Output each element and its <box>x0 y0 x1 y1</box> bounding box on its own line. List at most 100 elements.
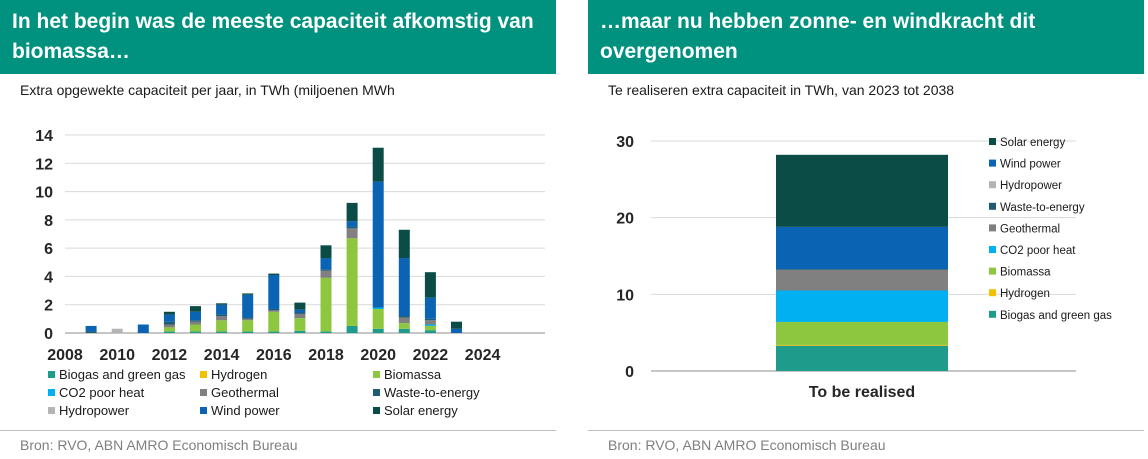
bar-segment-geothermal-2012 <box>163 324 175 328</box>
y-tick-label: 12 <box>35 156 53 173</box>
bar-segment-wind-power-2020 <box>372 181 384 308</box>
y-tick-label: 14 <box>35 128 53 145</box>
legend-label-co2-poor-heat: CO2 poor heat <box>1000 245 1076 257</box>
y-tick-label: 6 <box>44 241 53 258</box>
bar-segment-geothermal-2017 <box>294 313 306 319</box>
bar-segment-hydrogen <box>776 344 948 346</box>
legend-label-solar-energy: Solar energy <box>1000 137 1065 149</box>
y-tick-label: 0 <box>625 364 634 381</box>
legend-swatch-hydrogen <box>989 289 996 297</box>
left-bottom-divider <box>0 430 556 431</box>
bar-segment-waste-to-energy-2012 <box>163 321 175 325</box>
bar-segment-biogas-and-green-gas-2018 <box>320 331 332 333</box>
bar-segment-biogas-and-green-gas-2015 <box>242 331 254 333</box>
right-bottom-divider <box>588 430 1144 431</box>
bar-segment-biomassa-2018 <box>320 277 332 332</box>
legend-label-hydropower: Hydropower <box>59 403 130 418</box>
bar-segment-wind-power-2022 <box>424 297 436 319</box>
legend-label-waste-to-energy: Waste-to-energy <box>1000 202 1085 214</box>
bar-segment-biogas-and-green-gas-2016 <box>268 331 280 333</box>
right-panel: …maar nu hebben zonne- en windkracht dit… <box>588 0 1148 459</box>
bar-segment-solar-energy-2018 <box>320 245 332 259</box>
y-tick-label: 10 <box>35 185 53 202</box>
bar-segment-geothermal-2015 <box>242 318 254 321</box>
bar-segment-geothermal-2021 <box>398 317 410 324</box>
bar-segment-biogas-and-green-gas-2013 <box>190 331 201 333</box>
legend-swatch-biomassa <box>989 267 996 275</box>
bar-segment-hydropower-2010 <box>111 328 123 333</box>
x-tick-label: 2008 <box>47 347 83 364</box>
legend-label-hydrogen: Hydrogen <box>211 367 267 382</box>
bar-segment-biomassa-2017 <box>294 318 306 331</box>
legend-label-geothermal: Geothermal <box>211 385 279 400</box>
bar-segment-biogas-and-green-gas-2019 <box>346 325 358 333</box>
x-category-label: To be realised <box>809 384 915 401</box>
y-tick-label: 20 <box>616 211 634 228</box>
legend-label-hydrogen: Hydrogen <box>1000 288 1050 300</box>
right-stacked-bar-chart: 0 10 20 30 To be realised Solar energy Wind po… <box>616 134 1112 401</box>
legend-label-wind-power: Wind power <box>1000 159 1061 171</box>
legend-swatch-biogas-and-green-gas <box>989 310 996 318</box>
legend-swatch-co2-poor-heat <box>989 246 996 253</box>
bar-segment-waste-to-energy-2013 <box>190 320 201 322</box>
bar-segment-co2-poor-heat-2020 <box>372 307 384 309</box>
bar-segment-biogas-and-green-gas-2021 <box>398 328 410 333</box>
x-tick-label: 2024 <box>465 347 501 364</box>
bar-segment-wind-power-2018 <box>320 258 332 270</box>
bar-segment-waste-to-energy-2009 <box>85 331 97 333</box>
bar-segment-waste-to-energy-2014 <box>216 314 228 317</box>
bar-segment-biomassa-2013 <box>190 324 201 332</box>
x-tick-label: 2022 <box>413 347 449 364</box>
legend-label-biogas-and-green-gas: Biogas and green gas <box>1000 310 1112 322</box>
bar-segment-biomassa-2014 <box>216 320 228 332</box>
bar-segment-biomassa-2020 <box>372 308 384 329</box>
x-tick-label: 2016 <box>256 347 292 364</box>
x-tick-label: 2020 <box>360 347 396 364</box>
legend-label-biogas-and-green-gas: Biogas and green gas <box>59 367 186 382</box>
bar-segment-biogas-and-green-gas-2022 <box>424 330 436 333</box>
bar-segment-solar-energy-2022 <box>424 272 436 298</box>
y-tick-label: 30 <box>616 134 634 151</box>
bar-segment-waste-to-energy-2021 <box>398 316 410 318</box>
bar-segment-waste-to-energy-2022 <box>424 318 436 321</box>
bar-segment-biogas-and-green-gas <box>776 345 948 371</box>
legend-label-wind-power: Wind power <box>211 403 280 418</box>
bar-segment-geothermal-2018 <box>320 270 332 278</box>
bar-segment-biomassa-2021 <box>398 323 410 329</box>
bar-segment-geothermal-2022 <box>424 320 436 325</box>
bar-segment-biomassa-2016 <box>268 311 280 332</box>
bar-segment-wind-power-2021 <box>398 258 410 317</box>
bar-segment-solar-energy-2013 <box>190 306 201 312</box>
bar-segment-wind-power <box>776 226 948 270</box>
left-panel: In het begin was de meeste capaciteit af… <box>0 0 560 459</box>
bar-segment-wind-power-2023 <box>451 328 462 333</box>
legend-swatch-biomassa <box>373 371 380 378</box>
bar-segment-geothermal-2016 <box>268 310 280 312</box>
legend-swatch-geothermal <box>200 389 207 396</box>
legend-label-biomassa: Biomassa <box>384 367 442 382</box>
bar-segment-solar-energy-2023 <box>451 321 462 329</box>
bar-segment-wind-power-2012 <box>163 314 175 322</box>
legend-swatch-hydropower <box>989 181 996 189</box>
bar-segment-solar-energy-2016 <box>268 273 280 276</box>
bar-segment-solar-energy <box>776 154 948 227</box>
y-tick-label: 10 <box>616 287 634 304</box>
bar-segment-waste-to-energy-2016 <box>268 308 280 311</box>
bar-segment-biogas-and-green-gas-2012 <box>163 331 175 333</box>
bar-segment-wind-power-2013 <box>190 311 201 321</box>
left-source-note: Bron: RVO, ABN AMRO Economisch Bureau <box>20 437 298 453</box>
x-tick-label: 2012 <box>152 347 188 364</box>
legend-label-biomassa: Biomassa <box>1000 267 1051 279</box>
left-stacked-bar-chart: 0 2 4 6 8 10 12 14 2008 2010 2012 2014 2016 2018 2020 2… <box>35 128 545 418</box>
y-tick-label: 4 <box>44 269 53 286</box>
bar-segment-biogas-and-green-gas-2014 <box>216 331 228 333</box>
right-chart-subtitle: Te realiseren extra capaciteit in TWh, v… <box>608 82 955 98</box>
bar-segment-solar-energy-2012 <box>163 311 175 315</box>
right-source-note: Bron: RVO, ABN AMRO Economisch Bureau <box>608 437 886 453</box>
bar-segment-wind-power-2009 <box>85 325 97 332</box>
bar-segment-wind-power-2014 <box>216 304 228 315</box>
x-tick-label: 2010 <box>99 347 135 364</box>
left-chart-subtitle: Extra opgewekte capaciteit per jaar, in … <box>20 82 395 98</box>
bar-segment-co2-poor-heat <box>776 290 948 322</box>
legend-swatch-waste-to-energy <box>989 202 996 210</box>
